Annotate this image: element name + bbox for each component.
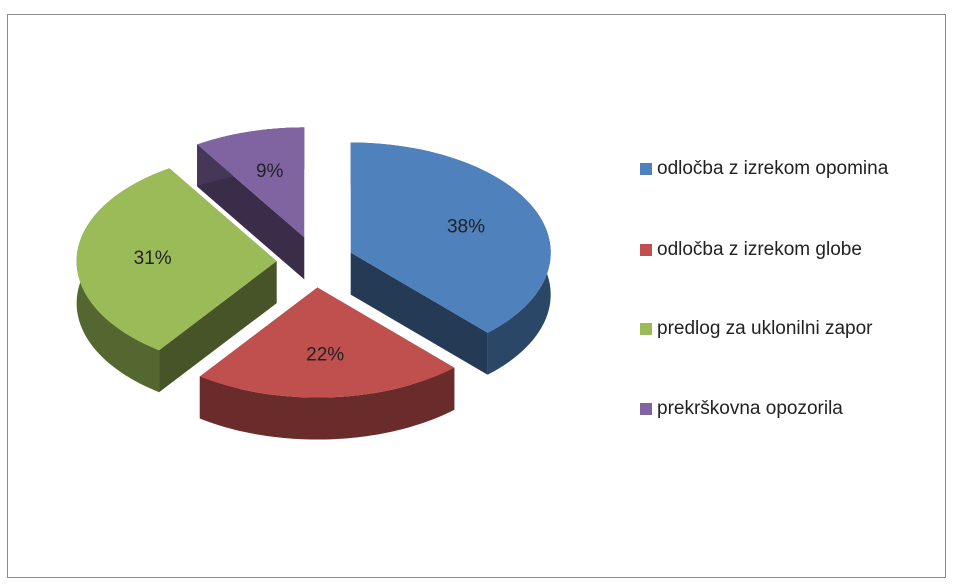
slice-top [350,142,551,333]
legend-item: predlog za uklonilni zapor [640,315,940,343]
legend-label: predlog za uklonilni zapor [657,318,873,339]
pie-slice [197,127,305,280]
legend-swatch [640,323,652,335]
legend-label: prekrškovna opozorila [657,398,843,419]
legend-label: odločba z izrekom globe [657,239,862,260]
legend-swatch [640,403,652,415]
slice-top [199,287,455,398]
pie-slice [350,142,551,375]
data-label: 31% [134,248,172,269]
pie-slice [199,287,455,440]
data-label: 22% [306,345,344,366]
legend-item: odločba z izrekom globe [640,236,940,264]
slice-side [159,261,277,393]
slice-rim [199,367,455,440]
data-label: 9% [256,161,284,182]
legend-item: prekrškovna opozorila [640,395,940,423]
pie-slice [76,168,277,393]
slice-top [197,127,305,238]
legend-swatch [640,244,652,256]
legend-item: odločba z izrekom opomina [640,155,940,183]
legend-swatch [640,163,652,175]
legend-label: odločba z izrekom opomina [657,158,889,179]
slice-top [76,168,277,351]
data-label: 38% [447,216,485,237]
slice-side [350,252,488,375]
